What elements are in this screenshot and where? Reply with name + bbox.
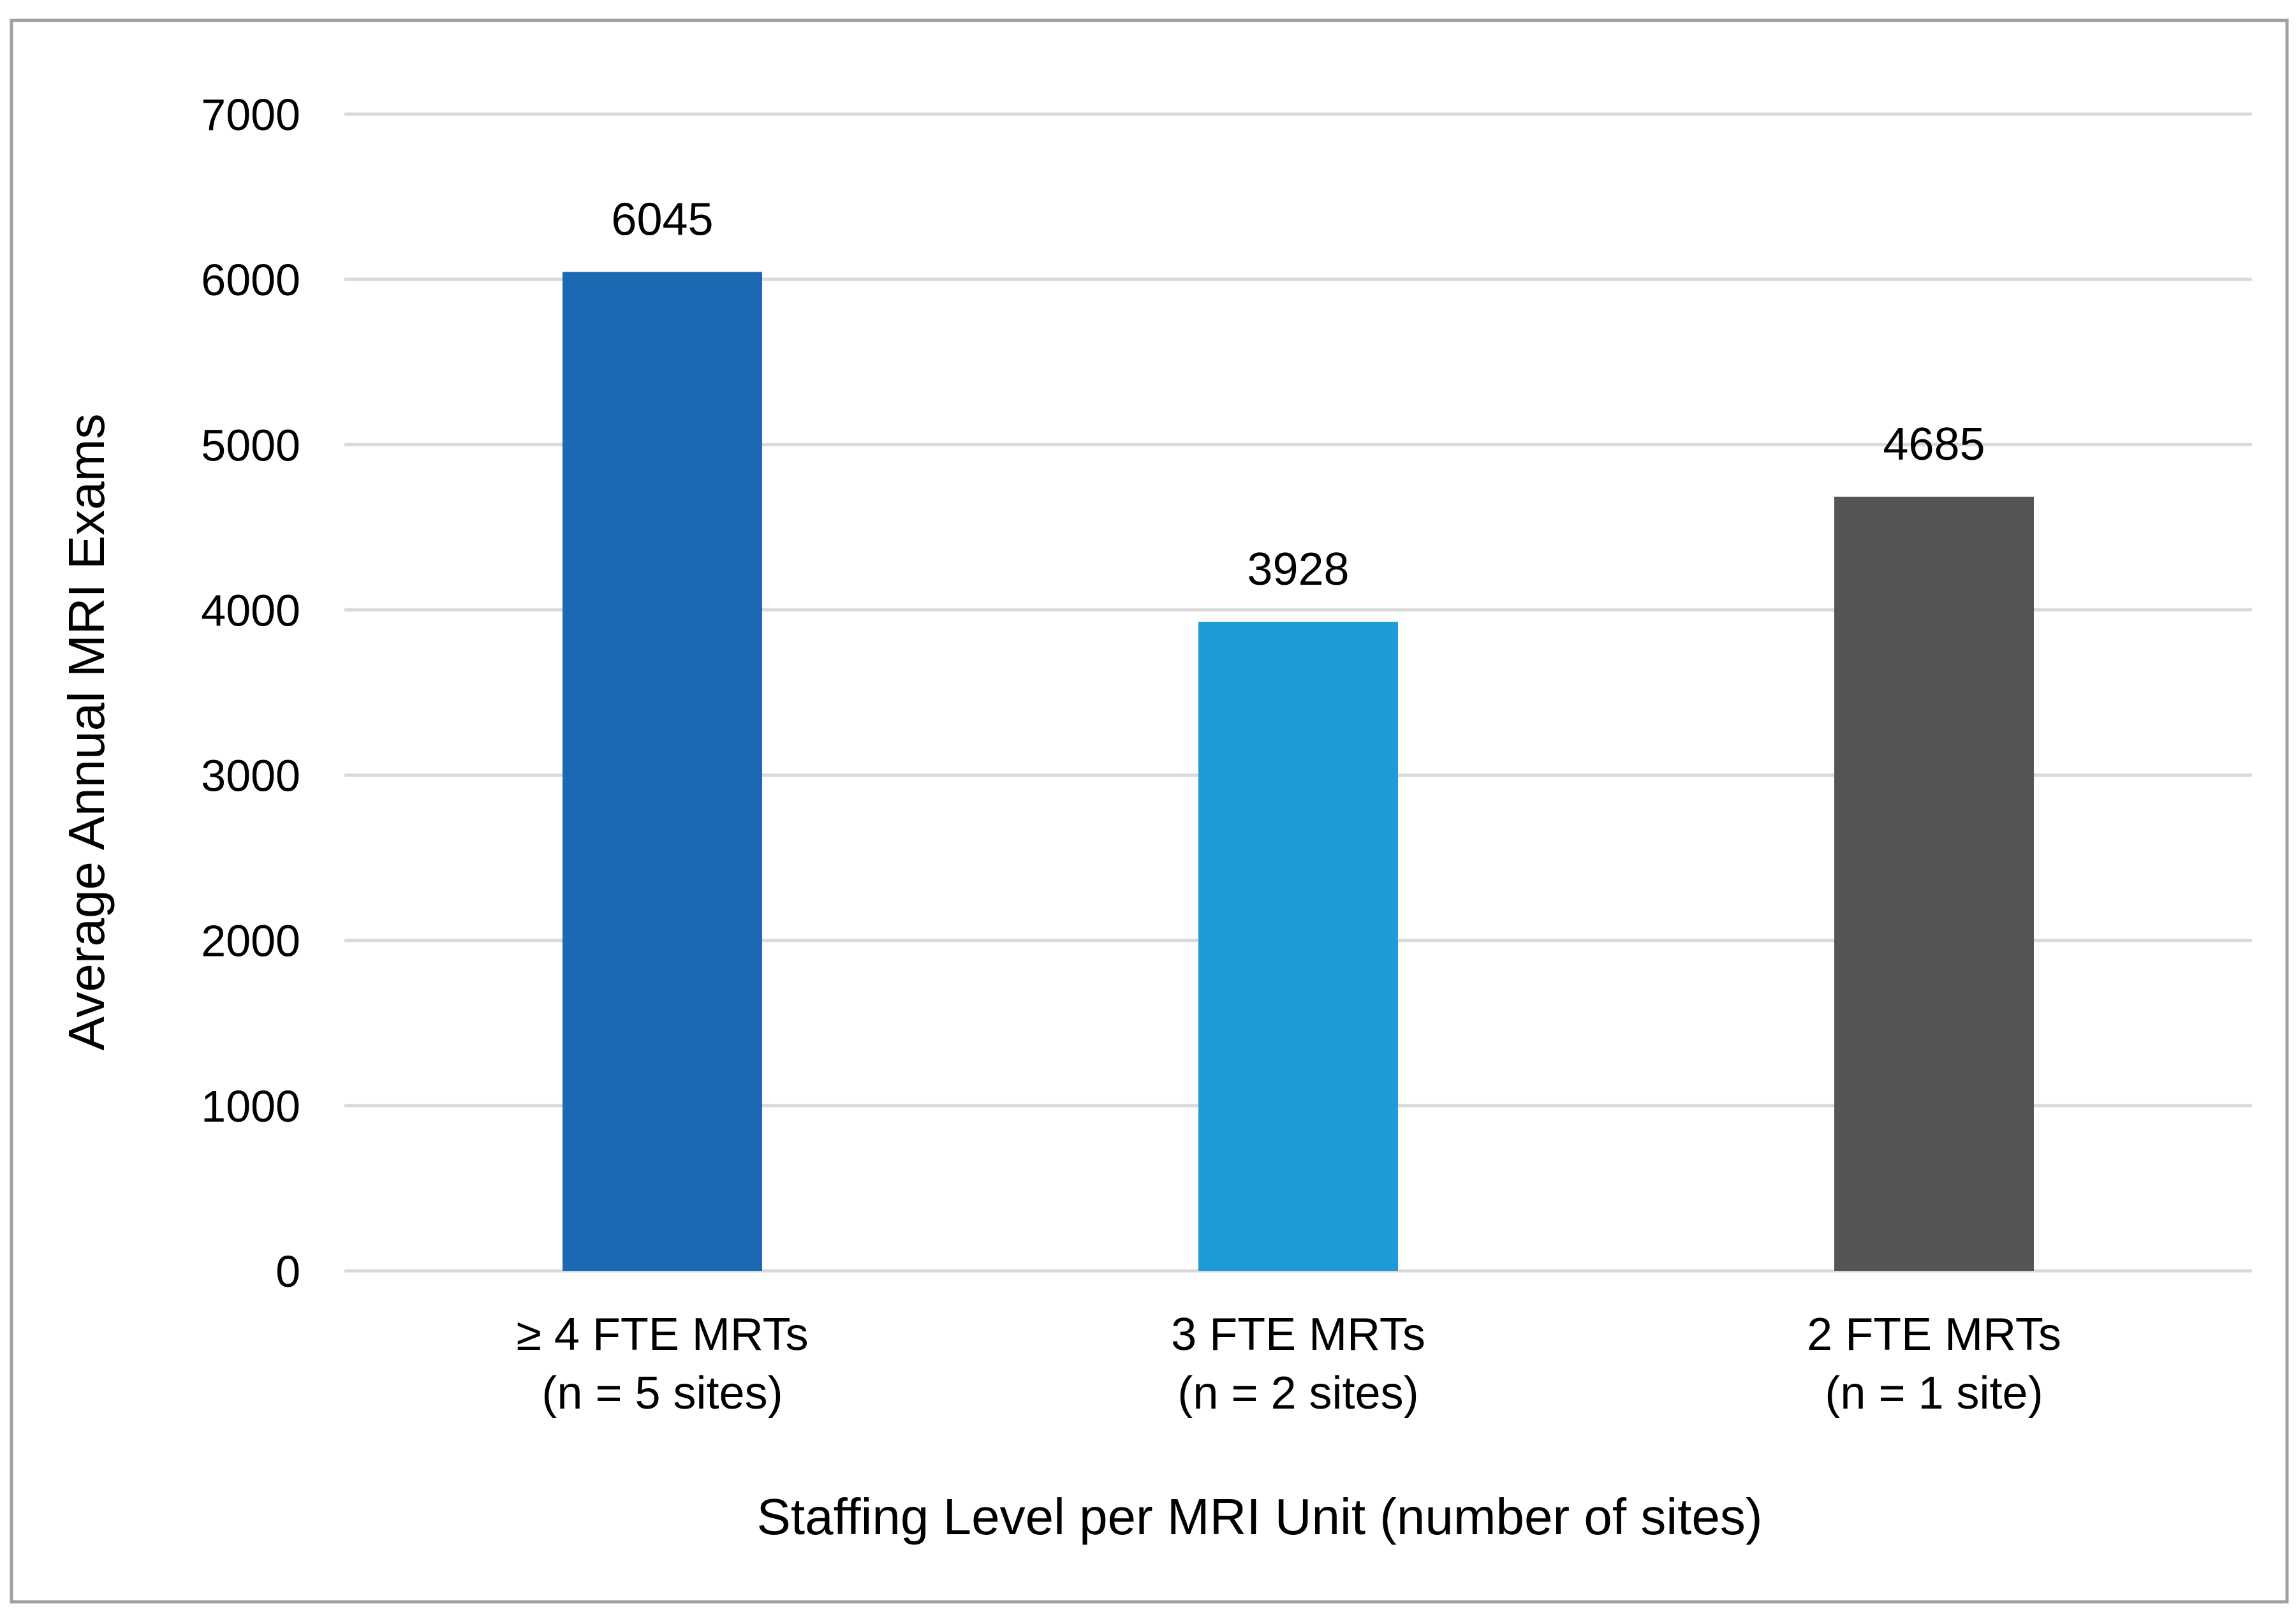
category-label-line1: 3 FTE MRTs — [1171, 1309, 1425, 1360]
y-tick-label: 2000 — [201, 916, 300, 966]
bars: 6045 3928 4685 — [563, 194, 2034, 1271]
y-tick-label: 3000 — [201, 751, 300, 801]
x-axis-title: Staffing Level per MRI Unit (number of s… — [757, 1488, 1763, 1545]
bar — [563, 272, 762, 1271]
data-label: 6045 — [611, 194, 713, 245]
bar — [1198, 622, 1398, 1271]
category-label-line1: ≥ 4 FTE MRTs — [516, 1309, 808, 1360]
y-tick-label: 6000 — [201, 255, 300, 305]
y-axis-title: Average Annual MRI Exams — [58, 413, 115, 1050]
category-label-line1: 2 FTE MRTs — [1807, 1309, 2061, 1360]
category-label-line2: (n = 1 site) — [1825, 1368, 2043, 1419]
data-label: 3928 — [1247, 544, 1349, 595]
y-tick-label: 4000 — [201, 585, 300, 635]
category-label-line2: (n = 5 sites) — [541, 1368, 783, 1419]
y-tick-label: 1000 — [201, 1081, 300, 1131]
y-axis-ticks: 0 1000 2000 3000 4000 5000 6000 7000 — [201, 90, 300, 1296]
data-label: 4685 — [1883, 419, 1985, 470]
y-tick-label: 0 — [276, 1247, 300, 1296]
y-tick-label: 7000 — [201, 90, 300, 140]
category-label-line2: (n = 2 sites) — [1177, 1368, 1418, 1419]
x-axis-categories: ≥ 4 FTE MRTs (n = 5 sites) 3 FTE MRTs (n = … — [516, 1309, 2061, 1419]
bar — [1834, 496, 2034, 1271]
y-tick-label: 5000 — [201, 420, 300, 470]
